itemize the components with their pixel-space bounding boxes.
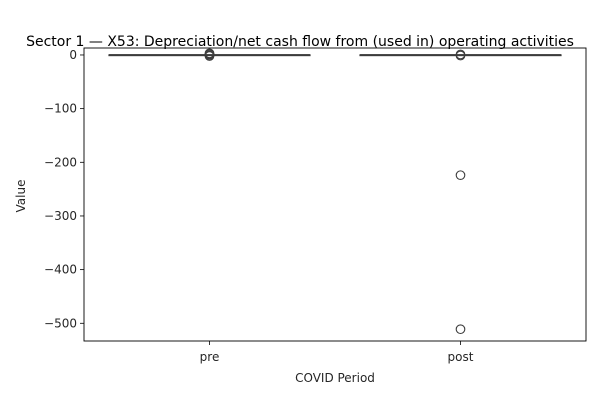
y-axis-label: Value — [14, 180, 28, 213]
outlier-point — [455, 170, 466, 181]
y-tick-label: −100 — [44, 102, 77, 116]
outlier-point — [455, 324, 466, 335]
plot-area — [83, 47, 587, 342]
y-tick-label: −500 — [44, 316, 77, 330]
y-tick-label: −200 — [44, 155, 77, 169]
chart-title: Sector 1 — X53: Depreciation/net cash fl… — [26, 34, 574, 50]
outlier-point — [455, 50, 466, 61]
y-axis: 0 −100 −200 −300 −400 −500 — [44, 48, 84, 330]
x-axis: pre post — [200, 341, 474, 364]
box-group-pre — [108, 48, 311, 61]
x-axis-label: COVID Period — [295, 371, 375, 385]
plot-frame — [83, 47, 587, 342]
x-tick-label: post — [448, 350, 474, 364]
x-tick-label: pre — [200, 350, 220, 364]
outlier-point — [204, 51, 215, 61]
y-tick-label: −400 — [44, 263, 77, 277]
box-marks — [108, 48, 562, 335]
box-group-post — [359, 49, 562, 335]
y-tick-label: 0 — [69, 48, 77, 62]
y-tick-label: −300 — [44, 209, 77, 223]
